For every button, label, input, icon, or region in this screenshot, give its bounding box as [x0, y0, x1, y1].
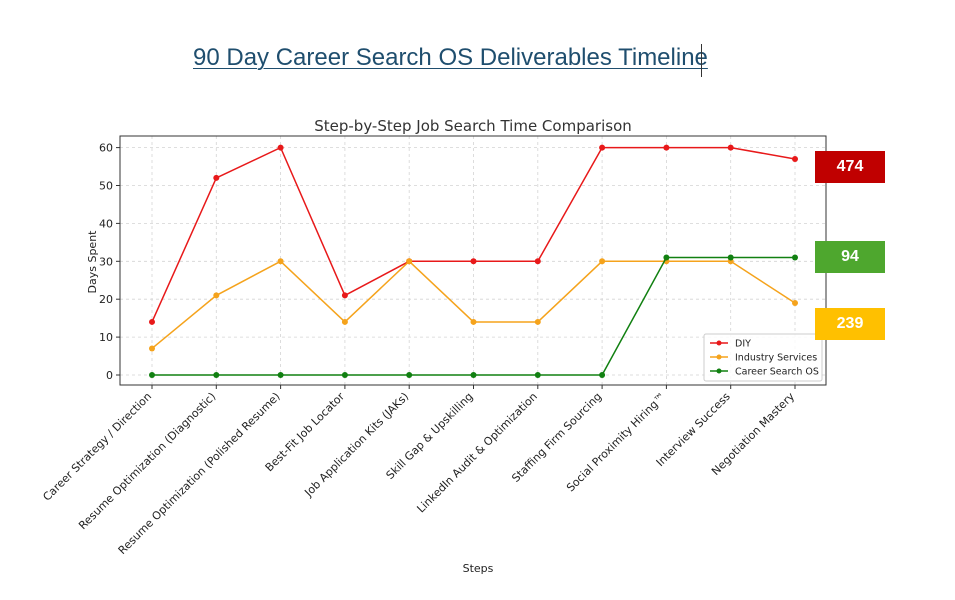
legend: DIY Industry Services Career Search OS	[703, 333, 823, 382]
data-point	[599, 372, 606, 378]
data-point	[406, 372, 413, 378]
series-industry-services	[149, 258, 798, 352]
y-tick-label: 10	[99, 331, 113, 344]
data-point	[277, 258, 284, 265]
data-point	[534, 372, 541, 378]
data-point	[792, 254, 798, 261]
legend-label: Career Search OS	[735, 367, 819, 378]
legend-marker	[716, 340, 722, 346]
legend-box	[703, 333, 823, 382]
x-tick-label: Resume Optimization (Diagnostic)	[76, 390, 218, 532]
x-tick-label: Career Strategy / Direction	[40, 390, 154, 504]
data-point	[149, 372, 155, 378]
data-point	[599, 144, 606, 151]
data-point	[727, 144, 734, 151]
y-tick-label: 0	[106, 369, 113, 382]
data-point	[470, 258, 477, 265]
legend-label: Industry Services	[735, 353, 817, 364]
data-point	[277, 372, 284, 378]
data-point	[792, 299, 798, 306]
data-point	[277, 144, 284, 151]
data-point	[727, 254, 734, 261]
y-tick-label: 30	[99, 255, 113, 268]
series-diy	[149, 144, 798, 325]
legend-marker	[716, 368, 722, 374]
total-badge-career-search-os: 94	[815, 241, 885, 273]
slide-title: 90 Day Career Search OS Deliverables Tim…	[193, 44, 708, 71]
total-badge-diy: 474	[815, 151, 885, 183]
series-layer	[149, 144, 798, 378]
data-point	[341, 292, 348, 299]
data-point	[213, 292, 220, 299]
chart-title: Step-by-Step Job Search Time Comparison	[314, 117, 632, 135]
y-tick-label: 60	[99, 142, 113, 155]
x-axis-label: Steps	[463, 562, 494, 575]
x-tick-label: LinkedIn Audit & Optimization	[414, 390, 539, 515]
data-point	[534, 318, 541, 325]
data-point	[341, 372, 348, 378]
x-tick-label: Job Application Kits (JAKs)	[301, 390, 411, 500]
y-axis-label: Days Spent	[86, 230, 99, 294]
y-tick-label: 20	[99, 293, 113, 306]
data-point	[406, 258, 413, 265]
data-point	[663, 254, 670, 261]
total-badge-industry-services: 239	[815, 308, 885, 340]
text-cursor	[701, 44, 702, 77]
data-point	[534, 258, 541, 265]
data-point	[213, 174, 220, 181]
y-tick-label: 50	[99, 180, 113, 193]
data-point	[149, 318, 155, 325]
y-tick-label: 40	[99, 217, 113, 230]
data-point	[341, 318, 348, 325]
data-point	[470, 372, 477, 378]
series-career-search-os	[149, 254, 798, 378]
data-point	[149, 345, 155, 352]
legend-marker	[716, 354, 722, 360]
data-point	[663, 144, 670, 151]
data-point	[470, 318, 477, 325]
legend-label: DIY	[735, 339, 751, 350]
data-point	[792, 155, 798, 162]
data-point	[213, 372, 220, 378]
data-point	[599, 258, 606, 265]
